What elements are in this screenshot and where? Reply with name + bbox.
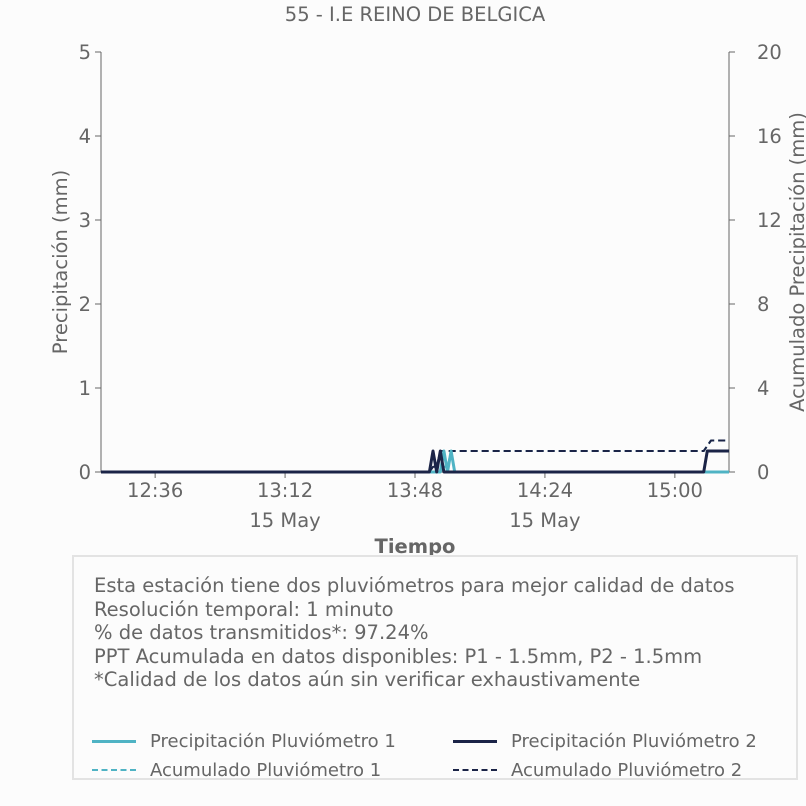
- legend-swatch-acc1: [92, 769, 136, 771]
- legend-item: Precipitación Pluviómetro 2: [453, 729, 757, 753]
- series-line-3: [101, 439, 729, 473]
- y-tick-label-right: 20: [757, 41, 782, 64]
- legend-label: Acumulado Pluviómetro 1: [150, 759, 382, 781]
- series-line-1: [101, 449, 729, 474]
- axes: [95, 51, 735, 478]
- chart-title: 55 - I.E REINO DE BELGICA: [285, 3, 546, 26]
- legend-swatch-p2: [453, 739, 497, 743]
- y-tick-label-right: 8: [757, 293, 769, 316]
- precipitation-chart: 55 - I.E REINO DE BELGICA 01234504812162…: [49, 3, 806, 558]
- y-tick-label-left: 4: [79, 125, 91, 148]
- y-tick-label-right: 4: [757, 377, 769, 400]
- info-text: Esta estación tiene dos pluviómetros par…: [94, 574, 735, 692]
- x-tick-date-label: 15 May: [509, 509, 580, 532]
- x-tick-label: 14:24: [517, 479, 573, 502]
- legend-swatch-p1: [92, 739, 136, 743]
- series-lines: [101, 439, 729, 474]
- info-line: % de datos transmitidos*: 97.24%: [94, 621, 429, 645]
- y-tick-label-left: 2: [79, 293, 91, 316]
- legend-item: Acumulado Pluviómetro 1: [92, 758, 381, 782]
- x-tick-label: 13:48: [387, 479, 443, 502]
- series-line-2: [101, 449, 729, 474]
- legend-label: Acumulado Pluviómetro 2: [511, 759, 743, 781]
- y-axis-right-label: Acumulado Precipitación (mm): [786, 112, 806, 412]
- legend-label: Precipitación Pluviómetro 1: [150, 730, 396, 752]
- series-line-4: [101, 439, 729, 473]
- y-tick-label-left: 0: [79, 461, 91, 484]
- y-tick-label-left: 3: [79, 209, 91, 232]
- info-line: Resolución temporal: 1 minuto: [94, 597, 394, 621]
- legend-label: Precipitación Pluviómetro 2: [511, 730, 757, 752]
- x-axis-label: Tiempo: [375, 535, 456, 558]
- y-tick-label-left: 5: [79, 41, 91, 64]
- legend-item: Acumulado Pluviómetro 2: [453, 758, 742, 782]
- y-tick-label-right: 0: [757, 461, 769, 484]
- y-tick-label-right: 16: [757, 125, 782, 148]
- info-line: Esta estación tiene dos pluviómetros par…: [94, 574, 735, 597]
- legend-item: Precipitación Pluviómetro 1: [92, 729, 396, 753]
- y-tick-label-left: 1: [79, 377, 91, 400]
- legend-swatch-acc2: [453, 769, 497, 771]
- x-tick-label: 12:36: [127, 479, 183, 502]
- x-tick-label: 15:00: [647, 479, 703, 502]
- info-line: *Calidad de los datos aún sin verificar …: [94, 668, 641, 692]
- x-tick-label: 13:12: [257, 479, 313, 502]
- y-tick-label-right: 12: [757, 209, 782, 232]
- info-box: Esta estación tiene dos pluviómetros par…: [72, 555, 798, 781]
- legend: Precipitación Pluviómetro 1 Precipitació…: [92, 729, 792, 781]
- x-tick-date-label: 15 May: [249, 509, 320, 532]
- y-axis-left-label: Precipitación (mm): [49, 170, 72, 354]
- info-line: PPT Acumulada en datos disponibles: P1 -…: [94, 644, 703, 668]
